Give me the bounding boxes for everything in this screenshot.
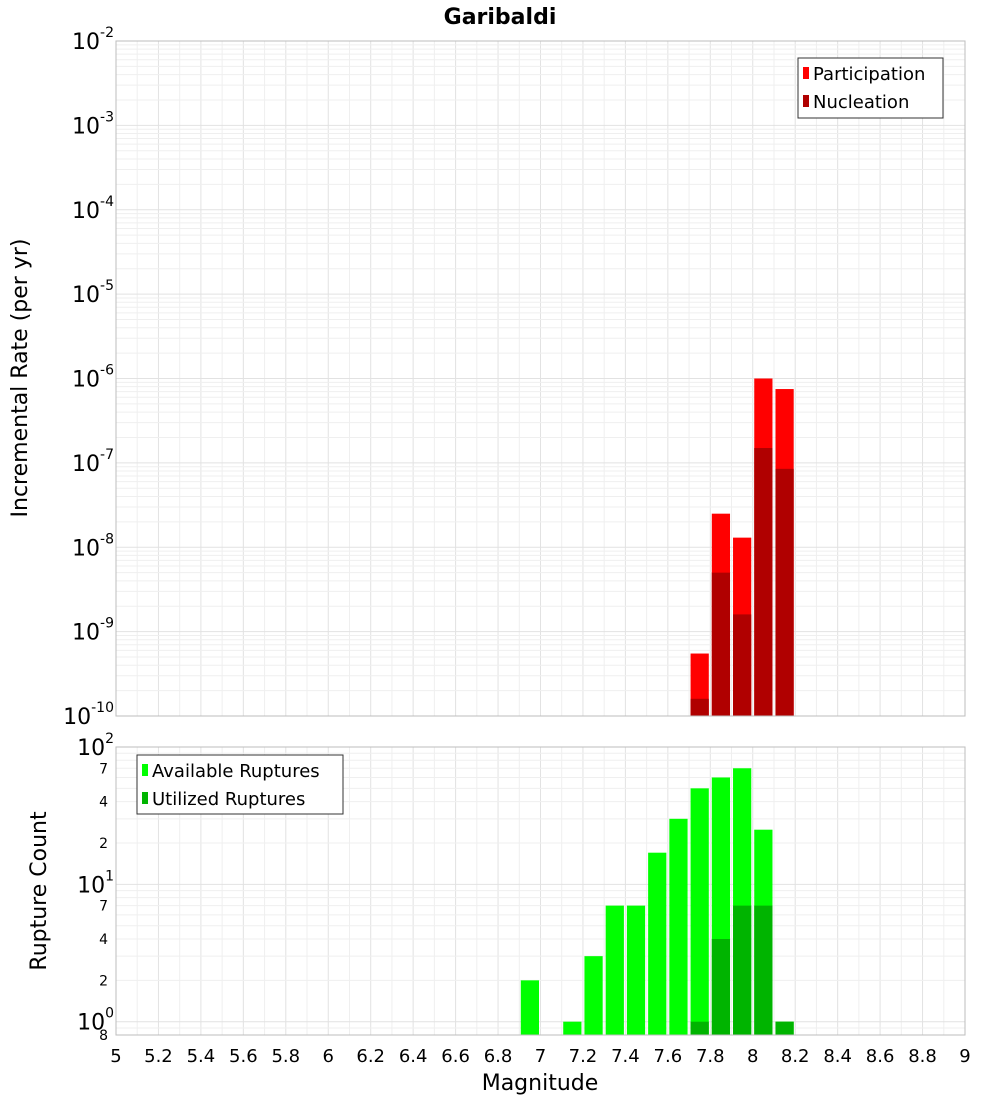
bar-utilized-ruptures <box>711 939 731 1035</box>
top-y-axis-ticks: 10-2 10-3 10-4 10-5 10-6 10-7 10-8 10-9 10-10 <box>63 25 114 730</box>
x-tick-label: 7.2 <box>569 1046 598 1067</box>
x-axis-ticks: 5 5.2 5.4 5.6 5.8 6 6.2 6.4 6.6 6.8 7 7.2 7.4 7.6 7.8 8… <box>110 1046 970 1067</box>
bar-available-ruptures <box>520 980 539 1035</box>
bottom-plot-frame <box>115 746 966 1036</box>
x-tick-label: 8.8 <box>908 1046 937 1067</box>
bar-available-ruptures <box>605 905 624 1035</box>
top-legend: Participation Nucleation <box>797 57 944 119</box>
y-minor-tick-label: 7 <box>99 899 108 915</box>
bottom-plot-bars <box>520 768 794 1035</box>
y-minor-tick-label: 8 <box>99 1028 108 1044</box>
x-tick-label: 5.8 <box>271 1046 300 1067</box>
bar-nucleation <box>733 614 752 716</box>
x-tick-label: 6.4 <box>399 1046 428 1067</box>
x-tick-label: 6.8 <box>484 1046 513 1067</box>
x-tick-label: 8.4 <box>823 1046 852 1067</box>
top-y-axis-label: Incremental Rate (per yr) <box>8 239 33 518</box>
bottom-y-axis-label: Rupture Count <box>27 811 52 971</box>
y-minor-tick-label: 7 <box>99 761 108 777</box>
legend-swatch <box>142 792 148 804</box>
y-tick-label: 10-8 <box>72 531 114 561</box>
y-tick-label: 10-10 <box>63 700 114 730</box>
bar-available-ruptures <box>690 788 709 1035</box>
x-tick-label: 6.2 <box>356 1046 385 1067</box>
bottom-y-axis-ticks: 102 101 100 7 4 2 7 4 2 8 <box>77 731 114 1044</box>
bar-available-ruptures <box>584 956 603 1035</box>
x-tick-label: 5.4 <box>187 1046 216 1067</box>
bar-available-ruptures <box>648 852 667 1035</box>
bottom-legend: Available Ruptures Utilized Ruptures <box>136 754 344 815</box>
y-minor-tick-label: 2 <box>99 836 108 852</box>
top-plot-bars <box>690 378 794 716</box>
x-tick-label: 7.6 <box>654 1046 683 1067</box>
bar-nucleation <box>775 468 794 716</box>
bar-utilized-ruptures <box>690 1021 709 1035</box>
legend-entry: Participation <box>813 64 925 85</box>
x-tick-label: 5 <box>110 1046 121 1067</box>
bar-nucleation <box>754 448 773 716</box>
y-tick-label: 10-7 <box>72 447 114 477</box>
y-tick-label: 10-4 <box>72 194 114 224</box>
y-tick-label: 10-6 <box>72 363 114 393</box>
x-tick-label: 8 <box>747 1046 758 1067</box>
bar-nucleation <box>690 698 709 716</box>
y-minor-tick-label: 2 <box>99 973 108 989</box>
legend-entry: Nucleation <box>813 92 909 113</box>
bar-available-ruptures <box>563 1021 582 1035</box>
x-tick-label: 7.4 <box>611 1046 640 1067</box>
bar-available-ruptures <box>669 818 688 1035</box>
legend-frame <box>136 754 344 815</box>
y-tick-label: 10-2 <box>72 25 114 55</box>
x-tick-label: 8.6 <box>866 1046 895 1067</box>
y-tick-label: 10-5 <box>72 278 114 308</box>
top-plot-frame <box>115 40 966 717</box>
y-tick-label: 10-9 <box>72 616 114 646</box>
y-tick-label: 100 <box>77 1006 114 1036</box>
legend-entry: Available Ruptures <box>152 761 320 782</box>
x-tick-label: 9 <box>959 1046 970 1067</box>
y-minor-tick-label: 4 <box>99 932 108 948</box>
y-tick-label: 10-3 <box>72 109 114 139</box>
y-tick-label: 102 <box>77 731 114 761</box>
chart-title: Garibaldi <box>444 5 557 30</box>
legend-swatch <box>803 67 809 79</box>
x-tick-label: 6 <box>323 1046 334 1067</box>
bar-available-ruptures <box>626 905 646 1035</box>
legend-swatch <box>142 764 148 776</box>
x-tick-label: 8.2 <box>781 1046 810 1067</box>
x-tick-label: 5.6 <box>229 1046 258 1067</box>
x-axis-label: Magnitude <box>482 1071 599 1096</box>
top-plot-grid <box>115 40 966 717</box>
bar-utilized-ruptures <box>775 1021 794 1035</box>
x-tick-label: 5.2 <box>144 1046 173 1067</box>
legend-frame <box>797 57 944 119</box>
x-tick-label: 7.8 <box>696 1046 725 1067</box>
bar-utilized-ruptures <box>733 905 752 1035</box>
x-tick-label: 7 <box>535 1046 546 1067</box>
y-minor-tick-label: 4 <box>99 795 108 811</box>
legend-swatch <box>803 95 809 107</box>
legend-entry: Utilized Ruptures <box>152 789 305 810</box>
bar-nucleation <box>711 572 731 716</box>
y-tick-label: 101 <box>77 868 114 898</box>
bar-utilized-ruptures <box>754 905 773 1035</box>
x-tick-label: 6.6 <box>441 1046 470 1067</box>
